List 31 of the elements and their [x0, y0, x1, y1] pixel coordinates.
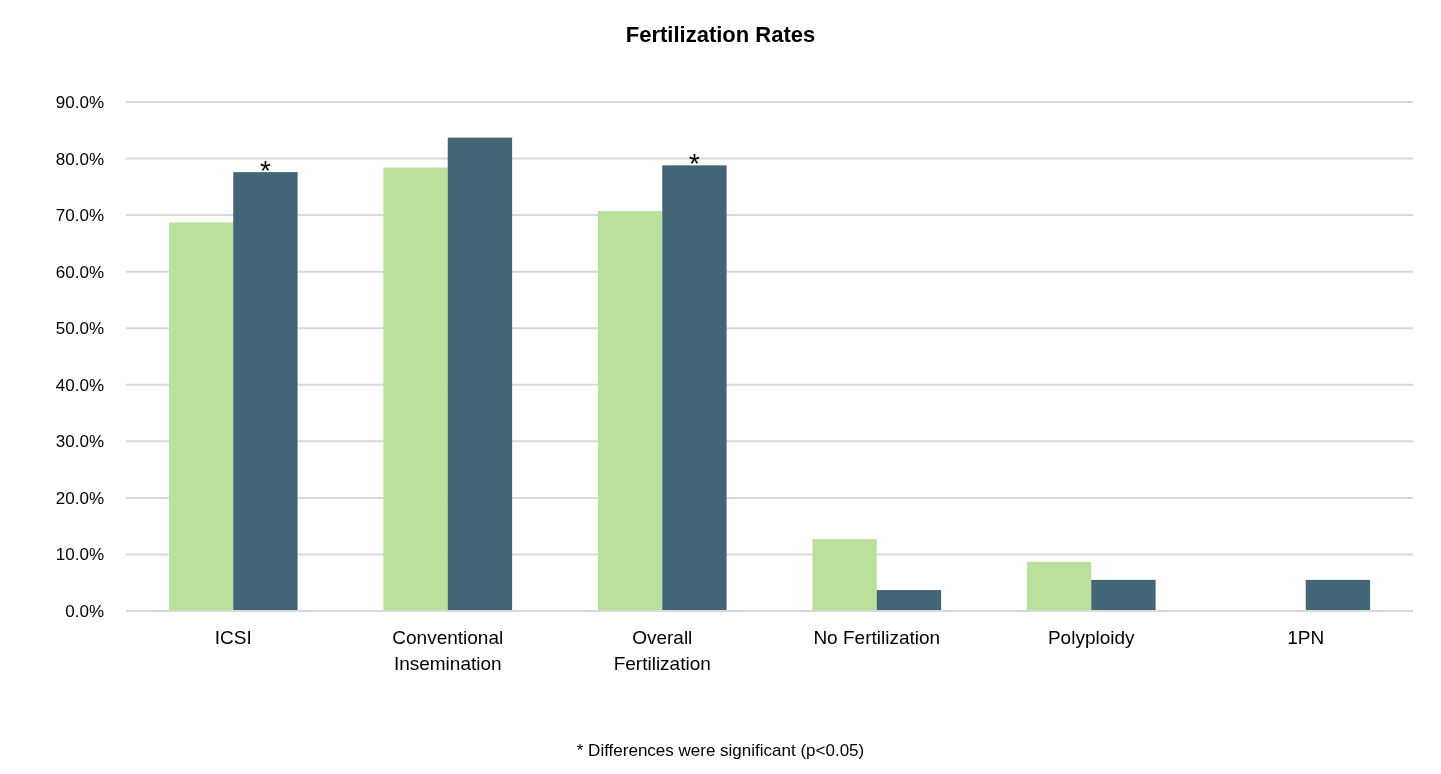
x-tick-label: Conventional Insemination — [392, 627, 504, 674]
text: * Differences were significant (p<0.05) — [576, 741, 865, 760]
y-tick-label: 40.0% — [55, 375, 104, 395]
x-tick-label: No Fertilization — [813, 627, 941, 648]
bar — [1305, 579, 1371, 611]
bar — [383, 167, 448, 611]
bar — [597, 211, 663, 611]
y-tick-label: 10.0% — [55, 545, 104, 565]
x-tick-label: 1PN — [1287, 627, 1325, 648]
y-tick-label: 60.0% — [55, 262, 104, 282]
y-tick-label: 20.0% — [55, 488, 104, 508]
bar — [876, 590, 942, 611]
x-tick-label: Overall Fertilization — [613, 627, 711, 674]
x-tick-label: Polyploidy — [1047, 627, 1136, 648]
bar — [1091, 579, 1156, 611]
bar — [168, 222, 234, 611]
y-tick-label: 70.0% — [55, 206, 104, 226]
y-tick-label: 50.0% — [55, 319, 104, 339]
chart-title: Fertilization Rates — [625, 22, 816, 47]
annotation: * — [259, 155, 271, 187]
annotation: * — [688, 148, 700, 180]
bar — [1026, 561, 1092, 611]
bar — [233, 172, 298, 611]
bar — [662, 165, 727, 611]
y-tick-label: 80.0% — [55, 149, 104, 169]
y-tick-label: 0.0% — [65, 601, 104, 621]
bar — [447, 137, 513, 611]
y-tick-label: 30.0% — [55, 432, 104, 452]
x-tick-label: ICSI — [214, 627, 252, 648]
bar — [812, 539, 877, 611]
y-tick-label: 90.0% — [55, 92, 104, 112]
